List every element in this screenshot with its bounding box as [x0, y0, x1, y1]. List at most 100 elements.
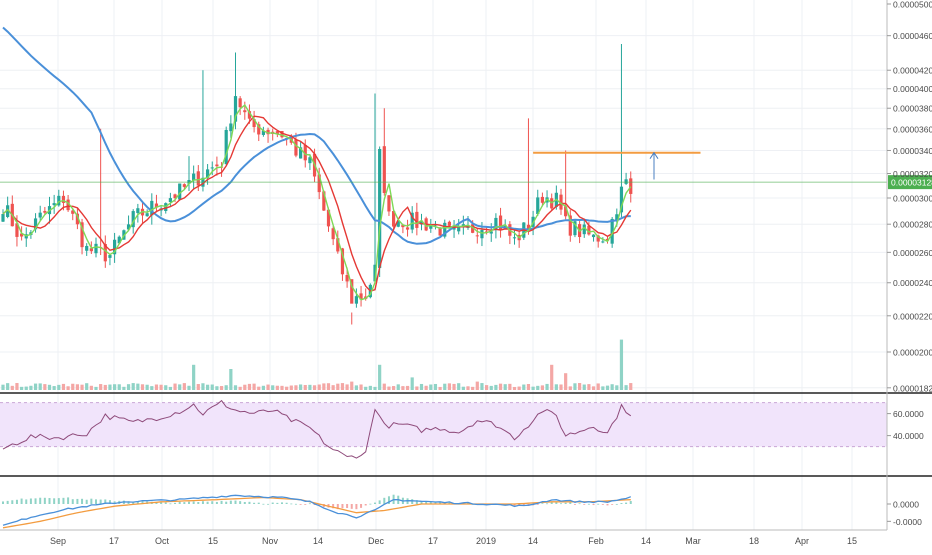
candle-body[interactable] — [80, 222, 84, 248]
candle-body[interactable] — [1, 213, 5, 222]
candle-body[interactable] — [322, 191, 326, 211]
candle-body[interactable] — [433, 224, 438, 226]
candle-body[interactable] — [447, 221, 451, 226]
candle-body[interactable] — [378, 148, 382, 268]
candle-body[interactable] — [387, 195, 391, 212]
candle-body[interactable] — [233, 96, 238, 122]
candle-body[interactable] — [229, 123, 233, 132]
candle-body[interactable] — [196, 171, 200, 186]
candle-body[interactable] — [215, 164, 219, 167]
candle-body[interactable] — [596, 235, 600, 242]
candle-body[interactable] — [71, 210, 75, 214]
candle-body[interactable] — [629, 178, 633, 194]
candle-body[interactable] — [113, 239, 117, 255]
candle-body[interactable] — [252, 119, 256, 128]
candle-body[interactable] — [150, 200, 154, 216]
candle-body[interactable] — [624, 179, 628, 184]
candle-body[interactable] — [373, 264, 377, 282]
candle-body[interactable] — [52, 203, 56, 206]
candle-body[interactable] — [485, 231, 489, 233]
candle-body[interactable] — [103, 243, 107, 262]
candle-body[interactable] — [382, 146, 386, 194]
candle-body[interactable] — [206, 169, 210, 178]
candle-body[interactable] — [564, 206, 568, 217]
candle-body[interactable] — [336, 238, 340, 252]
candle-body[interactable] — [582, 224, 586, 235]
candle-body[interactable] — [154, 203, 159, 208]
candle-body[interactable] — [210, 167, 214, 169]
candle-body[interactable] — [601, 241, 605, 243]
candle-body[interactable] — [57, 195, 61, 206]
candle-body[interactable] — [243, 110, 247, 113]
candle-body[interactable] — [354, 296, 358, 304]
candle-body[interactable] — [168, 198, 172, 203]
candle-body[interactable] — [359, 293, 363, 300]
candle-body[interactable] — [238, 98, 242, 108]
candle-body[interactable] — [559, 194, 563, 210]
candle-body[interactable] — [489, 231, 493, 234]
candle-body[interactable] — [317, 174, 321, 193]
candle-body[interactable] — [503, 225, 507, 227]
candle-body[interactable] — [136, 208, 140, 214]
candle-body[interactable] — [299, 147, 303, 159]
candle-body[interactable] — [61, 195, 66, 203]
candle-body[interactable] — [38, 212, 42, 218]
candle-body[interactable] — [89, 248, 93, 252]
candle-body[interactable] — [275, 131, 279, 135]
candle-body[interactable] — [331, 228, 335, 240]
candle-body[interactable] — [457, 226, 461, 232]
candle-body[interactable] — [173, 194, 177, 199]
candle-body[interactable] — [396, 221, 400, 227]
candle-body[interactable] — [415, 211, 419, 228]
candle-body[interactable] — [498, 215, 503, 231]
candle-body[interactable] — [20, 233, 24, 237]
candle-body[interactable] — [247, 111, 252, 119]
candle-body[interactable] — [303, 144, 307, 161]
candle-body[interactable] — [615, 214, 619, 222]
candle-body[interactable] — [471, 224, 475, 233]
candle-body[interactable] — [326, 209, 331, 227]
candle-body[interactable] — [94, 243, 98, 254]
candle-body[interactable] — [266, 129, 270, 135]
candle-body[interactable] — [308, 157, 312, 164]
candle-body[interactable] — [494, 217, 498, 231]
candle-body[interactable] — [610, 218, 614, 244]
candle-body[interactable] — [526, 224, 531, 230]
candle-body[interactable] — [587, 225, 591, 235]
candle-body[interactable] — [475, 235, 479, 237]
candle-body[interactable] — [405, 227, 410, 230]
candles[interactable] — [1, 44, 633, 325]
candle-body[interactable] — [619, 186, 624, 213]
candle-body[interactable] — [126, 224, 131, 230]
candle-body[interactable] — [75, 213, 79, 225]
candle-body[interactable] — [536, 197, 540, 215]
candle-body[interactable] — [131, 211, 135, 228]
candle-body[interactable] — [261, 130, 265, 135]
candle-body[interactable] — [591, 234, 596, 238]
candle-body[interactable] — [33, 218, 38, 230]
candle-body[interactable] — [419, 220, 424, 225]
candle-body[interactable] — [182, 184, 186, 187]
candle-body[interactable] — [294, 139, 298, 156]
candle-body[interactable] — [257, 124, 261, 135]
candle-body[interactable] — [178, 183, 182, 200]
candle-body[interactable] — [66, 199, 70, 211]
candle-body[interactable] — [85, 245, 89, 251]
candle-body[interactable] — [345, 275, 349, 282]
candle-body[interactable] — [540, 196, 544, 203]
candle-body[interactable] — [145, 213, 149, 217]
candle-body[interactable] — [108, 255, 112, 258]
candle-body[interactable] — [568, 215, 572, 236]
candle-body[interactable] — [443, 222, 447, 237]
candle-body[interactable] — [392, 211, 396, 227]
candle-body[interactable] — [410, 212, 414, 230]
candle-body[interactable] — [605, 238, 610, 241]
candle-body[interactable] — [117, 236, 121, 244]
candle-body[interactable] — [429, 225, 433, 229]
candle-body[interactable] — [340, 248, 345, 275]
candle-body[interactable] — [438, 227, 442, 236]
candle-body[interactable] — [480, 230, 484, 239]
candle-body[interactable] — [452, 227, 456, 230]
candle-body[interactable] — [280, 130, 284, 138]
